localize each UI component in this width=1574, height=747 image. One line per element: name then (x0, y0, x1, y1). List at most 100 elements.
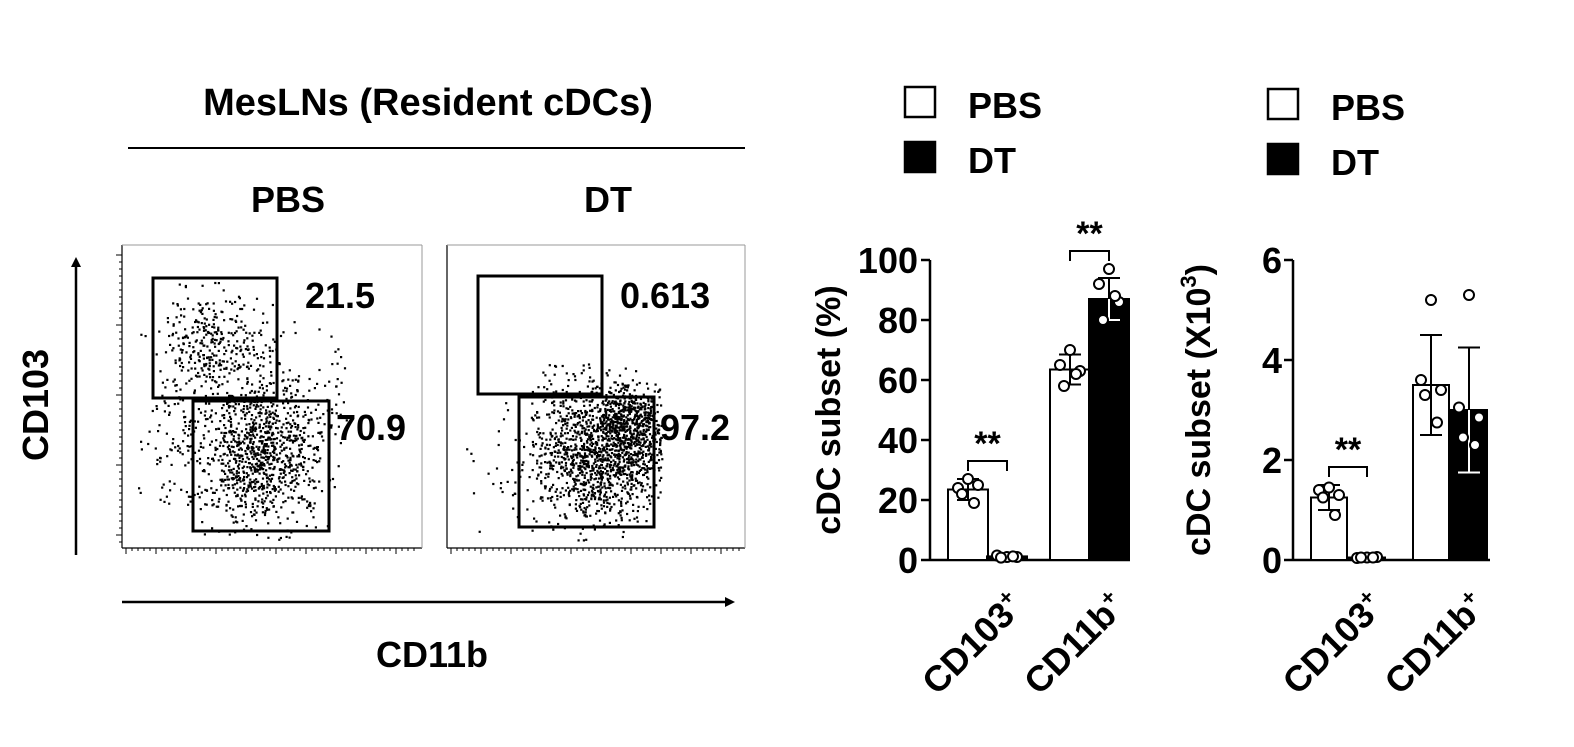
flow-event-dot (642, 428, 645, 432)
flow-event-dot (257, 487, 260, 490)
flow-event-dot (623, 388, 627, 391)
flow-event-dot (659, 441, 662, 444)
flow-event-dot (630, 405, 633, 408)
flow-event-dot (227, 331, 230, 334)
flow-event-dot (265, 477, 269, 480)
flow-event-dot (289, 414, 292, 417)
flow-event-dot (282, 423, 285, 426)
y-tick-label: 40 (878, 420, 918, 461)
flow-event-dot (275, 419, 278, 422)
flow-event-dot (643, 405, 646, 408)
flow-event-dot (260, 442, 264, 445)
flow-event-dot (616, 415, 619, 419)
flow-event-dot (232, 435, 235, 438)
flow-event-dot (211, 491, 215, 494)
flow-event-dot (642, 444, 645, 447)
flow-event-dot (641, 456, 644, 459)
flow-event-dot (630, 410, 633, 413)
flow-event-dot (167, 404, 170, 407)
flow-event-dot (616, 468, 619, 472)
flow-event-dot (173, 378, 176, 381)
flow-event-dot (251, 448, 254, 452)
flow-event-dot (617, 455, 620, 458)
flow-event-dot (656, 403, 659, 407)
flow-event-dot (584, 411, 587, 414)
flow-event-dot (155, 405, 158, 408)
flow-event-dot (211, 340, 214, 343)
flow-event-dot (269, 479, 272, 482)
flow-event-dot (215, 362, 218, 365)
flow-event-dot (238, 454, 241, 457)
flow-dots-dt (466, 363, 664, 542)
flow-event-dot (620, 387, 623, 390)
flow-event-dot (257, 405, 260, 408)
flow-event-dot (575, 445, 578, 448)
flow-event-dot (627, 451, 630, 454)
flow-event-dot (606, 457, 610, 460)
flow-event-dot (635, 472, 638, 476)
flow-event-dot (582, 369, 585, 372)
flow-event-dot (472, 492, 476, 495)
flow-event-dot (579, 506, 582, 509)
flow-event-dot (581, 419, 584, 422)
flow-event-dot (550, 464, 553, 467)
flow-event-dot (205, 318, 208, 321)
flow-event-dot (579, 532, 582, 535)
flow-event-dot (622, 480, 625, 483)
flow-event-dot (574, 503, 577, 506)
flow-event-dot (632, 422, 635, 425)
flow-event-dot (636, 406, 639, 409)
flow-event-dot (624, 464, 627, 467)
flow-event-dot (198, 485, 201, 488)
flow-event-dot (573, 412, 576, 415)
flow-event-dot (261, 456, 264, 459)
flow-event-dot (240, 448, 243, 451)
flow-event-dot (549, 438, 552, 441)
flow-event-dot (241, 479, 245, 482)
flow-event-dot (252, 348, 255, 351)
flow-event-dot (608, 459, 611, 462)
flow-event-dot (208, 323, 211, 326)
flow-event-dot (194, 320, 197, 324)
flow-event-dot (275, 442, 278, 445)
flow-event-dot (540, 454, 543, 457)
flow-event-dot (630, 456, 633, 459)
flow-event-dot (604, 458, 607, 462)
flow-event-dot (559, 451, 562, 454)
flow-event-dot (266, 430, 269, 433)
flow-event-dot (581, 501, 585, 504)
flow-event-dot (550, 451, 554, 455)
flow-event-dot (646, 419, 649, 422)
flow-event-dot (555, 390, 558, 393)
flow-event-dot (302, 427, 305, 430)
flow-event-dot (526, 489, 529, 492)
flow-event-dot (618, 472, 621, 475)
flow-event-dot (166, 455, 169, 458)
flow-event-dot (246, 380, 249, 383)
flow-event-dot (336, 378, 339, 381)
flow-event-dot (562, 405, 565, 408)
flow-y-axis-label: CD103 (15, 349, 56, 461)
flow-event-dot (577, 430, 580, 433)
flow-event-dot (198, 360, 201, 363)
flow-event-dot (262, 394, 265, 397)
flow-event-dot (599, 498, 602, 501)
flow-event-dot (646, 411, 649, 414)
flow-event-dot (619, 483, 622, 486)
flow-event-dot (253, 450, 256, 453)
flow-event-dot (511, 494, 515, 497)
flow-event-dot (299, 429, 302, 433)
flow-event-dot (619, 439, 622, 442)
flow-event-dot (615, 401, 618, 404)
flow-event-dot (602, 413, 606, 416)
flow-event-dot (606, 470, 609, 473)
flow-event-dot (148, 430, 151, 433)
flow-event-dot (626, 389, 629, 392)
flow-event-dot (231, 362, 234, 365)
flow-event-dot (176, 304, 179, 307)
flow-event-dot (615, 403, 618, 406)
flow-event-dot (581, 427, 584, 430)
flow-event-dot (320, 431, 323, 434)
flow-event-dot (252, 457, 255, 460)
flow-event-dot (205, 375, 208, 378)
